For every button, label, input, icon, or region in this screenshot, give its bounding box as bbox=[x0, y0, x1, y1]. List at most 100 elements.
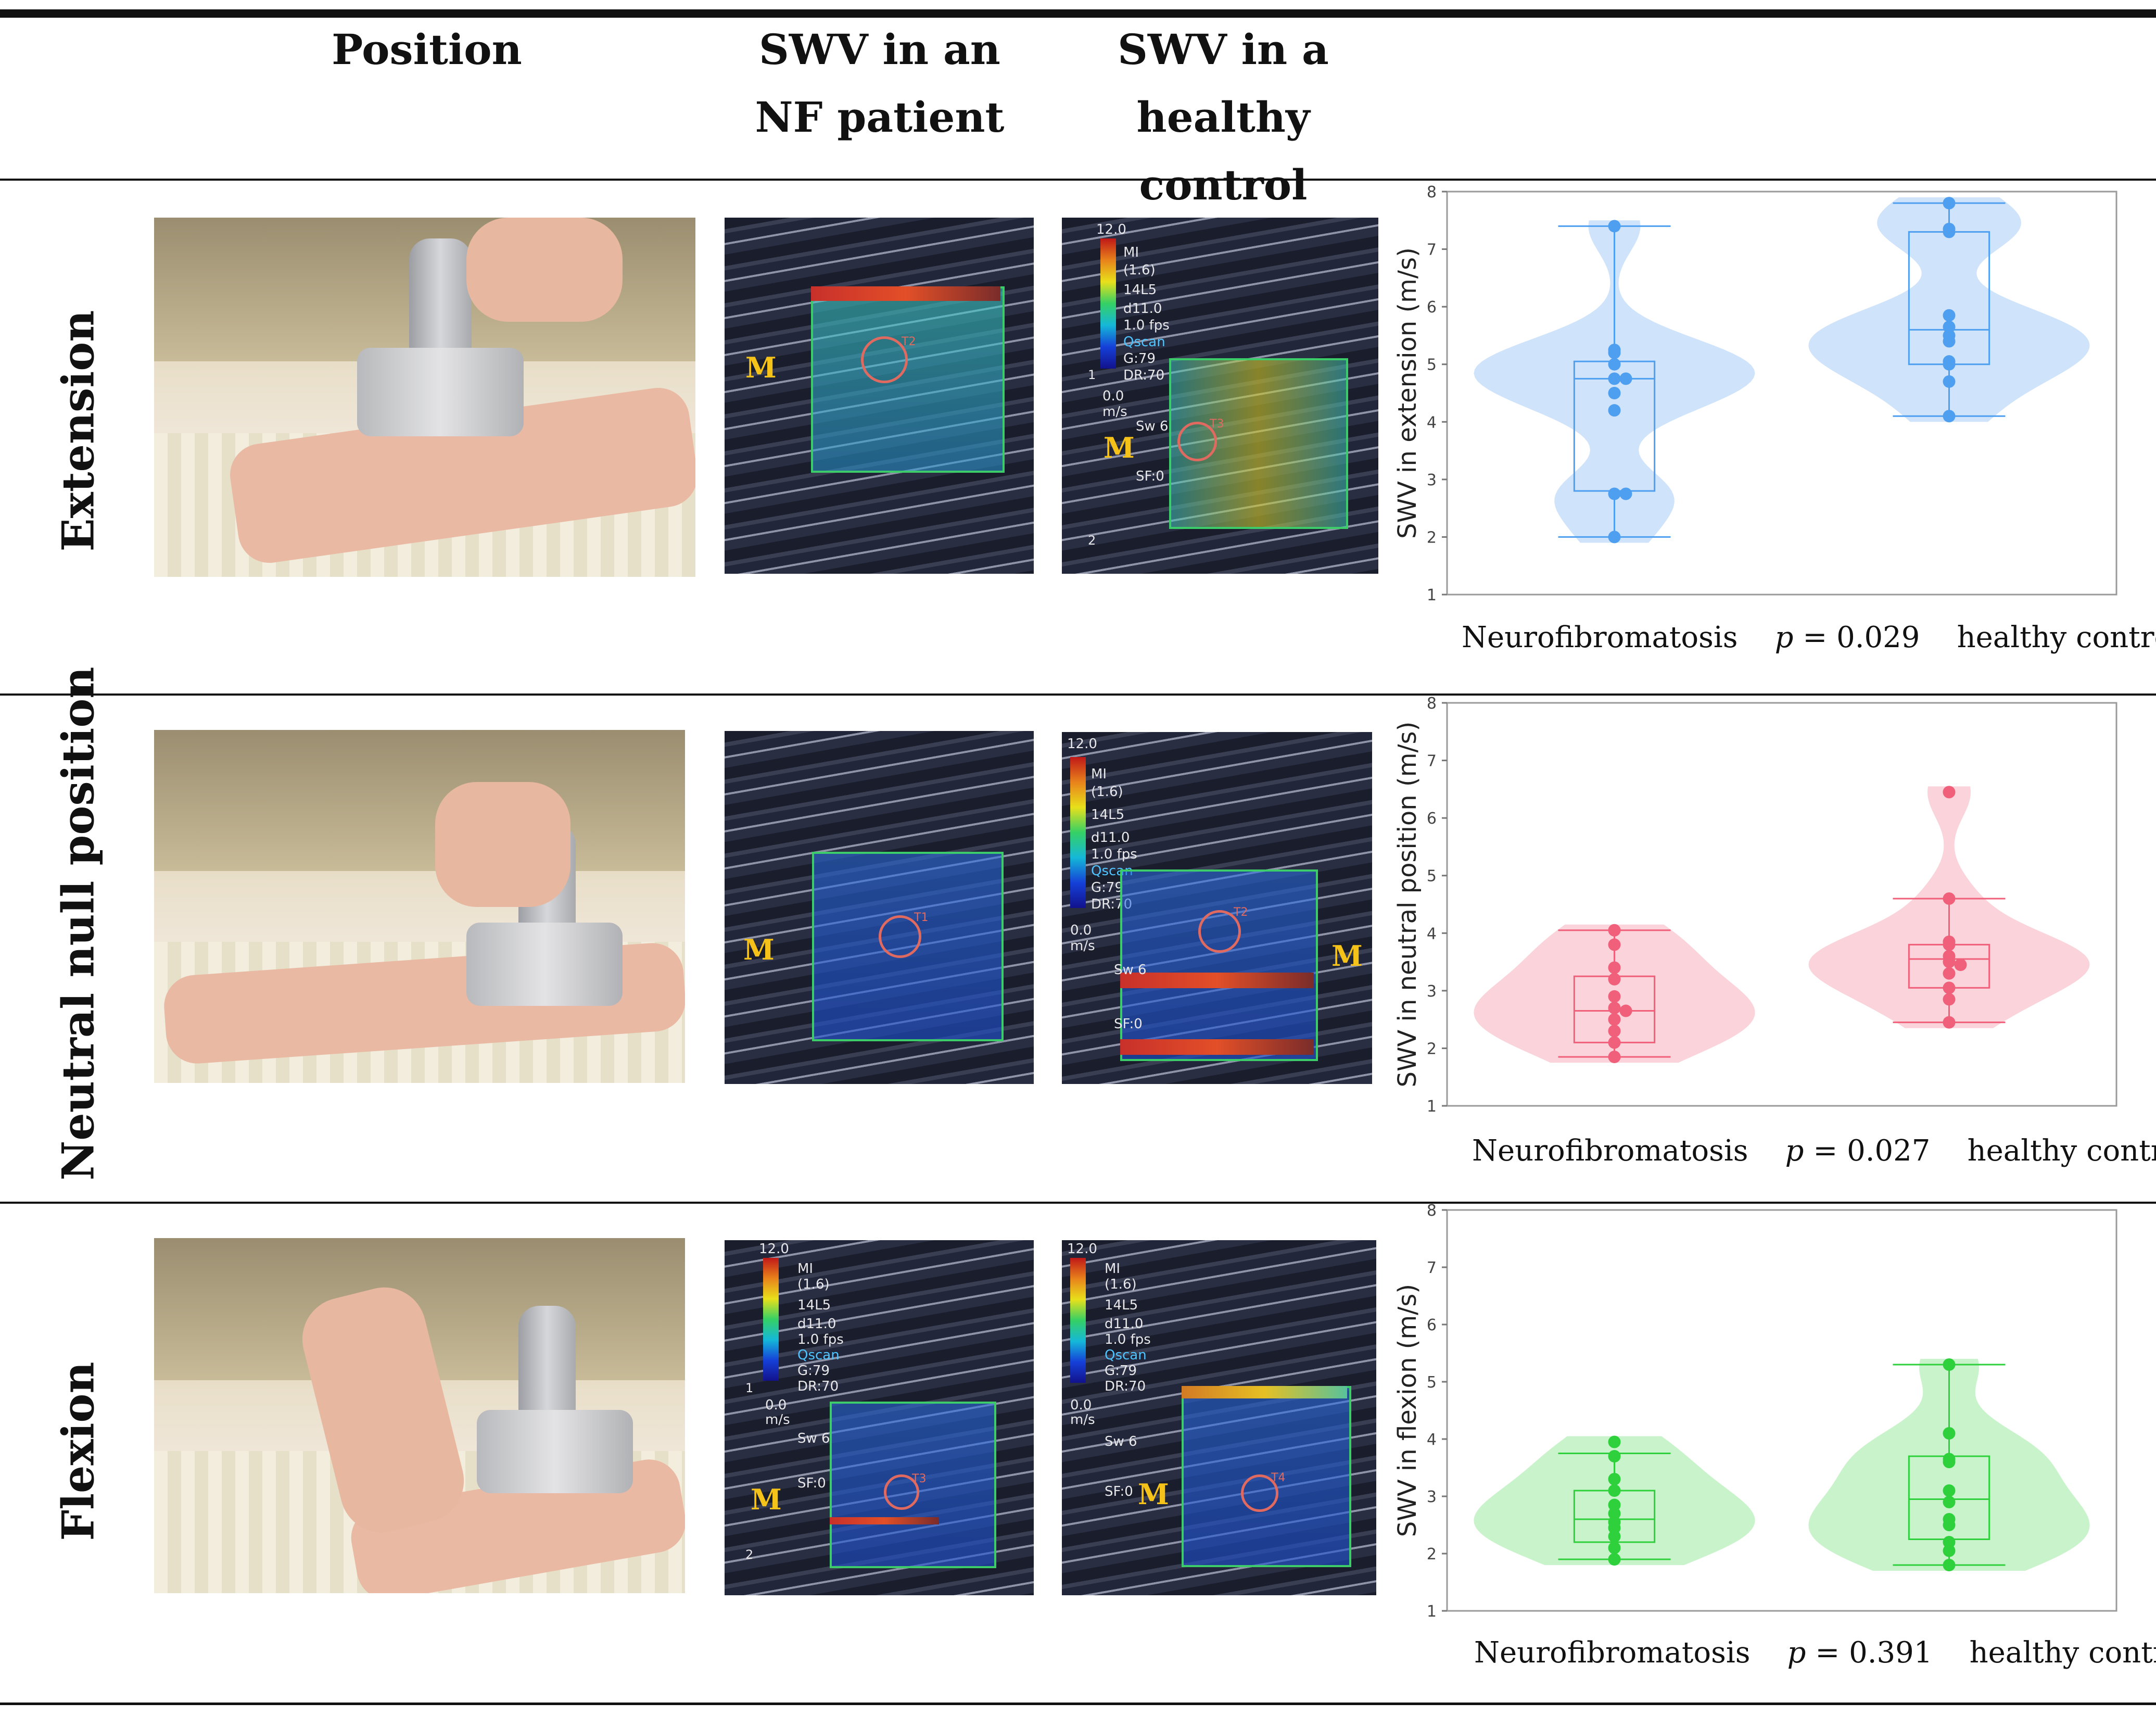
us-scale-bottom: 0.0 bbox=[765, 1397, 787, 1413]
data-point bbox=[1608, 1025, 1621, 1038]
y-axis-label: SWV in flexion (m/s) bbox=[1395, 1284, 1422, 1537]
us-colorbar bbox=[1070, 1258, 1086, 1383]
data-point bbox=[1608, 924, 1621, 937]
data-point bbox=[1943, 335, 1956, 348]
us-info-fps: 1.0 fps bbox=[1091, 847, 1137, 862]
plot-frame bbox=[1446, 702, 2117, 1107]
us-muscle-label: M bbox=[745, 351, 777, 384]
header-position: Position bbox=[146, 16, 708, 83]
data-point bbox=[1608, 1498, 1621, 1511]
us-info-depth: d11.0 bbox=[1123, 301, 1162, 317]
data-point bbox=[1943, 1016, 1956, 1029]
us-colorbar bbox=[763, 1258, 779, 1381]
us-info-mi: MI bbox=[797, 1261, 814, 1277]
us-info-fps: 1.0 fps bbox=[797, 1332, 844, 1347]
us-scale-top: 12.0 bbox=[759, 1241, 789, 1257]
y-tick-label: 4 bbox=[1427, 413, 1437, 432]
us-info-probe: 14L5 bbox=[1105, 1297, 1138, 1313]
data-point bbox=[1943, 1536, 1956, 1548]
y-tick-label: 4 bbox=[1427, 1431, 1437, 1449]
y-tick-label: 1 bbox=[1427, 1098, 1437, 1116]
us-scale-bottom: 0.0 bbox=[1070, 923, 1092, 938]
data-point bbox=[1608, 1013, 1621, 1026]
y-tick-label: 1 bbox=[1427, 1603, 1437, 1621]
us-measure-label: T2 bbox=[1234, 906, 1248, 919]
us-nf-extension: T2 M bbox=[725, 218, 1034, 574]
us-measure-label: T4 bbox=[1271, 1471, 1286, 1484]
data-point bbox=[1608, 961, 1621, 974]
plot-frame bbox=[1446, 191, 2117, 596]
us-info-fps: 1.0 fps bbox=[1123, 318, 1170, 333]
chart-neutral: 1 2 3 4 5 6 7 8 SWV in neutral position (m/s) bbox=[1393, 695, 2124, 1132]
y-tick-label: 5 bbox=[1427, 356, 1437, 374]
us-info-depth: d11.0 bbox=[1105, 1316, 1144, 1332]
us-info-probe: 14L5 bbox=[797, 1297, 831, 1313]
data-point bbox=[1608, 1484, 1621, 1497]
data-point bbox=[1608, 1542, 1621, 1554]
us-hc-flexion: 12.0 MI (1.6) 14L5 d11.0 1.0 fps Qscan G… bbox=[1062, 1240, 1376, 1595]
data-point bbox=[1608, 358, 1621, 371]
header-hc-line1: SWV in a bbox=[1118, 25, 1329, 74]
header-rule bbox=[0, 179, 2156, 181]
chart-flexion-svg: 1 2 3 4 5 6 7 8 SWV in flexion (m/s) bbox=[1393, 1202, 2117, 1621]
us-measure-circle bbox=[1198, 910, 1241, 953]
caption-left: Neurofibromatosis bbox=[1462, 621, 1738, 654]
row2-rule bbox=[0, 1202, 2156, 1204]
header-nf-line2: NF patient bbox=[755, 93, 1005, 142]
us-info-mi-val: (1.6) bbox=[1123, 262, 1156, 278]
data-point bbox=[1608, 1473, 1621, 1485]
data-point bbox=[1943, 1496, 1956, 1508]
photo-wall bbox=[154, 730, 685, 872]
data-point bbox=[1943, 938, 1956, 951]
us-info-probe: 14L5 bbox=[1091, 807, 1125, 823]
us-info-mi: MI bbox=[1091, 766, 1107, 782]
row-label-flexion: Flexion bbox=[52, 1361, 104, 1541]
data-point bbox=[1619, 1004, 1632, 1017]
caption-extension: Neurofibromatosis p = 0.029 healthy cont… bbox=[1462, 621, 2156, 654]
chart-extension: 1 2 3 4 5 6 7 8 SWV in extension (m/s) bbox=[1393, 183, 2124, 621]
data-point bbox=[1608, 938, 1621, 951]
data-point bbox=[1943, 358, 1956, 371]
data-point bbox=[1943, 1519, 1956, 1531]
y-tick-label: 4 bbox=[1427, 925, 1437, 943]
us-info-mi-val: (1.6) bbox=[1105, 1277, 1137, 1292]
data-point bbox=[1943, 197, 1956, 210]
us-sw: Sw 6 bbox=[1105, 1434, 1137, 1449]
y-tick-label: 2 bbox=[1427, 1040, 1437, 1058]
us-info-probe: 14L5 bbox=[1123, 282, 1157, 298]
y-axis-label: SWV in extension (m/s) bbox=[1395, 247, 1422, 539]
data-point bbox=[1943, 410, 1956, 423]
y-tick-label: 3 bbox=[1427, 471, 1437, 489]
header-hc-line2: healthy control bbox=[1136, 93, 1310, 209]
y-tick-label: 8 bbox=[1427, 695, 1437, 713]
us-sf: SF:0 bbox=[797, 1476, 826, 1491]
data-point bbox=[1943, 892, 1956, 905]
header-hc: SWV in a healthy control bbox=[1046, 16, 1400, 219]
data-point bbox=[1943, 1358, 1956, 1371]
data-point bbox=[1608, 1435, 1621, 1448]
us-info-depth: d11.0 bbox=[1091, 830, 1130, 846]
y-tick-label: 2 bbox=[1427, 528, 1437, 547]
data-point bbox=[1608, 487, 1621, 500]
us-nf-flexion: 12.0 MI (1.6) 14L5 d11.0 1.0 fps Qscan G… bbox=[725, 1240, 1034, 1595]
us-scale-top: 12.0 bbox=[1067, 1241, 1097, 1257]
y-tick-label: 2 bbox=[1427, 1545, 1437, 1563]
header-nf-line1: SWV in an bbox=[759, 25, 1000, 74]
us-measure-label: T3 bbox=[1210, 418, 1224, 431]
us-muscle-label: M bbox=[1104, 431, 1135, 464]
data-point bbox=[1608, 1553, 1621, 1566]
photo-hand bbox=[466, 218, 623, 322]
us-nf-neutral: T1 M bbox=[725, 731, 1034, 1084]
us-info-dr: DR:70 bbox=[1123, 368, 1165, 383]
us-info-gain: G:79 bbox=[1105, 1363, 1137, 1379]
data-point bbox=[1943, 955, 1956, 968]
photo-neutral bbox=[154, 730, 685, 1083]
us-hc-extension: 12.0 MI (1.6) 14L5 d11.0 1.0 fps Qscan G… bbox=[1062, 218, 1378, 574]
us-roi-topband bbox=[1182, 1386, 1347, 1398]
data-point bbox=[1943, 1427, 1956, 1440]
y-tick-label: 6 bbox=[1427, 810, 1437, 828]
data-point bbox=[1619, 372, 1632, 385]
data-point bbox=[1608, 1530, 1621, 1543]
us-roi-topband bbox=[811, 286, 1000, 301]
us-sf: SF:0 bbox=[1114, 1016, 1143, 1032]
